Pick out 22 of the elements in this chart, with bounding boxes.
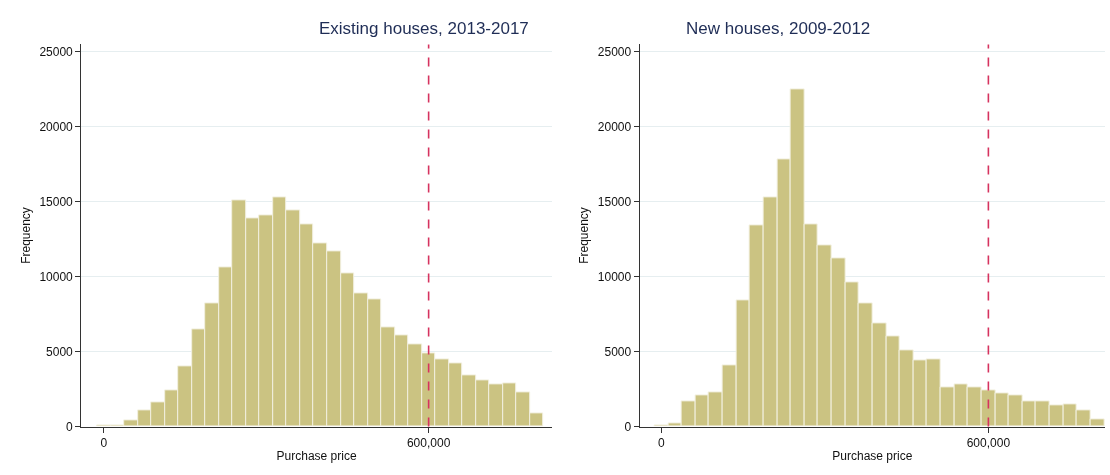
- x-tick-label: 600,000: [966, 436, 1011, 450]
- x-tick-label: 0: [100, 436, 108, 450]
- x-axis-title: Purchase price: [276, 448, 357, 463]
- y-tick-label: 25000: [39, 45, 74, 60]
- x-axis-title: Purchase price: [832, 448, 913, 463]
- y-tick-label: 25000: [597, 45, 632, 60]
- y-tick-label: 0: [66, 419, 74, 434]
- y-tick-label: 15000: [597, 194, 632, 209]
- chart-title: Existing houses, 2013-2017: [319, 19, 529, 38]
- x-tick-label: 0: [658, 436, 666, 450]
- y-axis-title: Frequency: [577, 207, 592, 264]
- y-tick-label: 10000: [39, 269, 74, 284]
- y-tick-label: 5000: [604, 344, 632, 359]
- y-tick-label: 15000: [39, 194, 74, 209]
- chart-title: New houses, 2009-2012: [686, 19, 871, 38]
- y-tick-label: 0: [624, 419, 632, 434]
- y-tick-label: 5000: [46, 344, 74, 359]
- y-tick-label: 20000: [597, 120, 632, 135]
- y-axis-title: Frequency: [18, 207, 33, 264]
- y-tick-label: 10000: [597, 269, 632, 284]
- x-tick-label: 600,000: [406, 436, 451, 450]
- y-tick-label: 20000: [39, 120, 74, 135]
